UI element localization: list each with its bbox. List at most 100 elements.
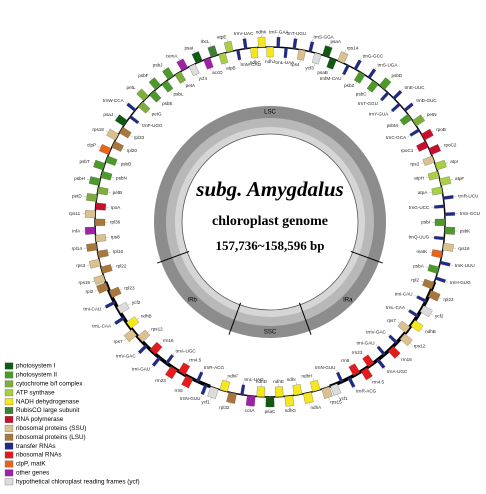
gene [127,103,137,112]
gene-leader [387,334,389,336]
gene-label: ycf4 [199,76,208,81]
gene [443,243,454,251]
gene-label: rpl36 [110,220,121,225]
gene-leader [450,179,453,180]
gene-leader [87,179,90,180]
gene-label: trnS-UGA [378,63,399,68]
gene [445,227,455,235]
gene-label: ndhB [141,314,152,319]
gene-leader [439,298,442,299]
gene-leader [336,370,337,373]
gene-label: ndhI [287,377,296,382]
gene [165,354,173,364]
gene [428,264,439,273]
gene [97,187,108,195]
gene [377,359,386,369]
gene-leader [421,163,424,164]
gene [138,345,147,354]
legend-label: clpP, matK [16,461,46,468]
legend-swatch [5,363,13,370]
gene-label: psbA [413,263,424,268]
gene-leader [329,44,330,47]
gene-label: rpl23 [443,297,454,302]
gene [152,357,161,367]
gene-label: rps8 [111,234,120,239]
gene-leader [415,149,418,150]
gene-leader [375,67,377,69]
gene-label: rpl32 [219,405,230,410]
gene [257,387,265,397]
gene-label: atpH [414,176,424,181]
gene [201,384,208,394]
gene-label: ycf1 [201,399,210,404]
gene-label: petA [186,83,196,88]
gene [443,195,453,199]
gene-label: trnE-UUC [404,85,425,90]
gene-label: psbK [460,228,471,233]
gene [428,171,439,180]
gene-label: trnA-UGC [387,369,408,374]
gene-label: trnL-CAA [386,305,406,310]
gene [246,396,255,407]
legend-swatch [5,416,13,423]
map-title: subg. Amygdalus [195,177,343,201]
gene-label: rps12 [414,343,426,348]
gene-label: trnV-GAC [366,330,386,335]
legend-swatch [5,390,13,397]
gene-leader [98,146,101,147]
gene [275,387,283,397]
gene [435,277,445,283]
legend-swatch [5,425,13,432]
gene-leader [360,58,361,61]
legend-label: ribosomal proteins (LSU) [16,434,86,441]
gene [250,47,258,58]
gene-label: ndhG [285,408,297,413]
gene-leader [147,331,149,333]
gene [445,212,455,216]
gene-leader [138,123,140,125]
gene-label: trnA-UGC [176,348,197,353]
gene-label: psbC [356,92,367,97]
gene [432,187,443,195]
legend-swatch [5,479,13,486]
gene-leader [445,281,448,282]
gene [342,65,349,75]
gene-leader [342,74,343,77]
gene [114,317,124,325]
gene-label: trnT-UGU [286,31,306,36]
gene-leader [92,281,95,282]
gene-label: psbL [173,92,183,97]
gene [86,193,97,201]
gene [138,102,150,114]
gene [129,115,139,123]
legend-label: transfer RNAs [16,443,56,450]
gene [240,385,245,395]
gene-leader [384,368,386,370]
gene-leader [92,163,95,164]
legend-label: other genes [16,469,49,476]
gene-leader [355,82,357,85]
legend-label: cytochrome b/f complex [16,380,83,387]
gene-label: trnL-UAA [275,60,295,65]
gene-leader [446,163,449,164]
gene-label: rpl2 [86,289,94,294]
gene-label: trnQ-UUG [409,234,430,239]
gene-label: trnG-UCC [409,205,430,210]
gene-leader [106,131,109,132]
genome-size: 157,736~158,596 bp [216,238,325,253]
gene-label: atpE [217,34,226,39]
gene-leader [210,397,211,400]
gene-leader [103,307,106,308]
gene [224,41,233,52]
gene-leader [407,309,410,311]
gene-leader [115,116,117,118]
gene-label: atpA [418,190,428,195]
gene-label: rpl33 [134,135,145,140]
gene-leader [226,378,227,381]
gene-leader [388,77,390,79]
gene-label: clpP [87,143,96,148]
gene [336,372,343,382]
gene [322,45,332,57]
gene [434,205,444,209]
